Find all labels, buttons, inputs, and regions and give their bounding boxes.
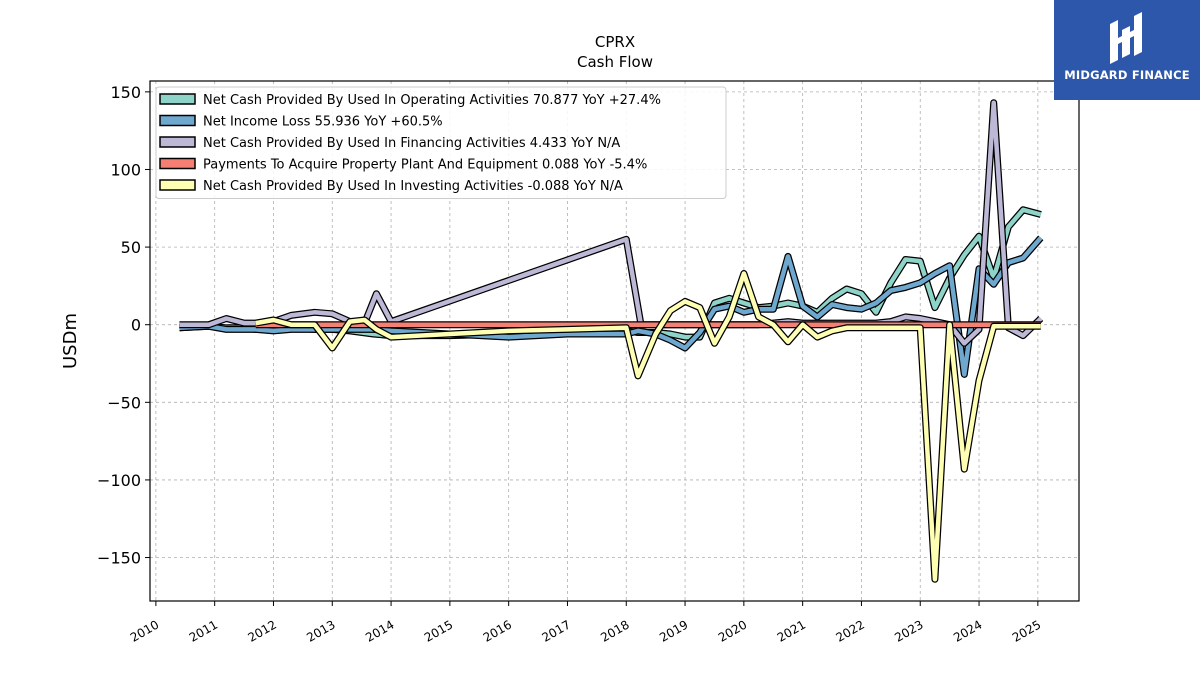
- x-tick-label: 2013: [304, 617, 337, 644]
- plot-frame: [149, 80, 1080, 602]
- y-tick-label: −50: [107, 393, 141, 412]
- y-tick-label: 150: [110, 83, 141, 102]
- x-tick-label: 2014: [363, 617, 396, 644]
- legend-box: [155, 86, 727, 199]
- y-tick-label: 50: [121, 238, 141, 257]
- y-tick-label: 100: [110, 160, 141, 179]
- x-tick-label: 2021: [775, 617, 808, 644]
- legend-swatch: [159, 136, 196, 148]
- x-tick-label: 2020: [716, 617, 749, 644]
- legend-swatch: [159, 93, 196, 105]
- y-tick-label: −150: [97, 549, 141, 568]
- legend-label: Payments To Acquire Property Plant And E…: [203, 158, 647, 173]
- y-tick-label: 0: [131, 316, 141, 335]
- series-lines: [179, 99, 1044, 583]
- x-tick-label: 2011: [187, 617, 220, 644]
- x-tick-label: 2015: [422, 617, 455, 644]
- legend-label: Net Income Loss 55.936 YoY +60.5%: [203, 115, 443, 130]
- midgard-finance-logo: MIDGARD FINANCE: [1054, 0, 1200, 100]
- x-tick-label: 2017: [540, 617, 573, 644]
- x-tick-label: 2016: [481, 617, 514, 644]
- x-tick-label: 2019: [657, 617, 690, 644]
- chart-subtitle: Cash Flow: [577, 53, 653, 71]
- x-tick-label: 2023: [892, 617, 925, 644]
- legend-label: Net Cash Provided By Used In Operating A…: [203, 93, 661, 108]
- y-tick-label: −100: [97, 471, 141, 490]
- x-tick-label: 2018: [598, 617, 631, 644]
- x-tick-label: 2025: [1010, 617, 1043, 644]
- y-axis-label: USDm: [60, 313, 81, 369]
- legend-label: Net Cash Provided By Used In Investing A…: [203, 179, 623, 194]
- legend-swatch: [159, 114, 196, 127]
- x-tick-label: 2024: [951, 617, 984, 644]
- legend-swatch: [159, 157, 196, 170]
- series-line-5: [255, 270, 1041, 583]
- legend: Net Cash Provided By Used In Operating A…: [155, 86, 727, 199]
- logo-mark-icon: [1110, 12, 1142, 64]
- brand-name: MIDGARD FINANCE: [1064, 68, 1190, 82]
- chart-title: CPRX: [595, 33, 635, 51]
- series-stroke: [255, 271, 1041, 582]
- legend-label: Net Cash Provided By Used In Financing A…: [203, 136, 620, 151]
- x-tick-label: 2022: [833, 617, 866, 644]
- x-tick-label: 2012: [246, 617, 279, 644]
- legend-swatch: [159, 179, 196, 191]
- x-tick-label: 2010: [128, 617, 161, 644]
